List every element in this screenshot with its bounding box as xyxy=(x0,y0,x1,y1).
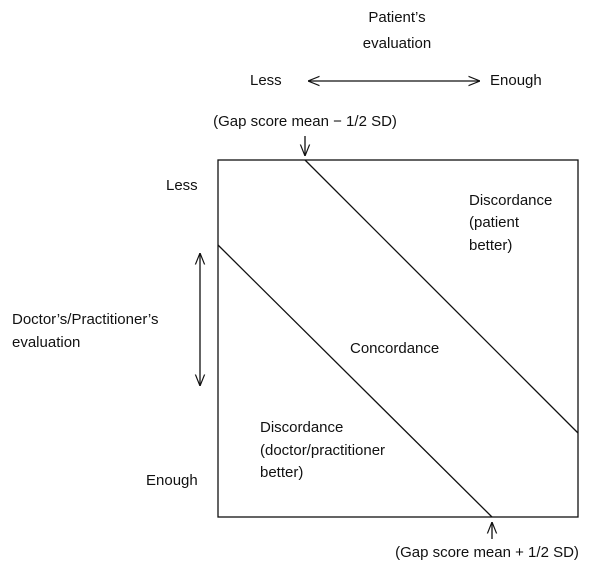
upper-diagonal xyxy=(304,159,579,434)
region-label: Concordance xyxy=(350,340,439,357)
region-label: Discordance xyxy=(469,192,552,209)
box xyxy=(217,159,579,518)
top-axis-high: Enough xyxy=(490,72,542,89)
lower-diagonal xyxy=(217,244,493,518)
region-label: better) xyxy=(260,464,303,481)
region-label: better) xyxy=(469,237,512,254)
lower-boundary-label: (Gap score mean + 1/2 SD) xyxy=(395,544,579,561)
top-axis-title: evaluation xyxy=(363,35,431,52)
top-axis-title: Patient’s xyxy=(368,9,425,26)
region-label: Discordance xyxy=(260,419,343,436)
region-label: (patient xyxy=(469,214,520,231)
left-axis-high: Enough xyxy=(146,472,198,489)
top-axis-low: Less xyxy=(250,72,282,89)
left-axis-low: Less xyxy=(166,177,198,194)
region-label: (doctor/practitioner xyxy=(260,442,385,459)
left-axis-title: Doctor’s/Practitioner’s xyxy=(12,311,158,328)
left-axis-title: evaluation xyxy=(12,334,80,351)
upper-boundary-label: (Gap score mean − 1/2 SD) xyxy=(213,113,397,130)
